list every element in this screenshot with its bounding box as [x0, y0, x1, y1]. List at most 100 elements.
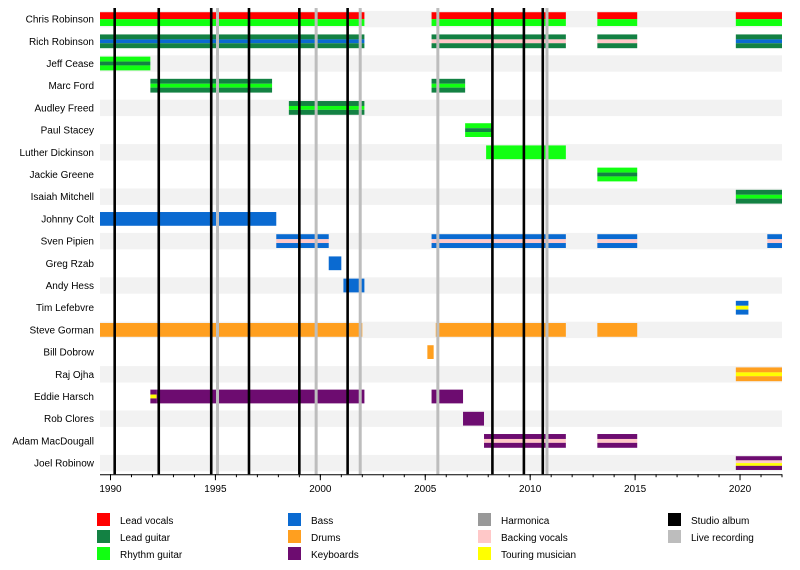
legend-label-touring: Touring musician: [501, 550, 576, 561]
legend-swatch-rhythm-guitar: [97, 547, 110, 560]
bar-chris-robinson-3-lead-vocals: [735, 12, 782, 20]
row-background-rob-clores: [100, 410, 782, 427]
bar-sven-pipien-3-bass: [767, 243, 782, 248]
legend-swatch-lead-guitar: [97, 530, 110, 543]
member-label-raj-ojha: Raj Ojha: [55, 370, 94, 381]
bar-sven-pipien-1-backing-vocals: [431, 239, 566, 244]
bar-isaiah-mitchell-0-lead-guitar: [735, 189, 782, 195]
bar-sven-pipien-1-bass: [431, 234, 566, 240]
bar-rich-robinson-3-lead-guitar: [735, 43, 782, 49]
bar-chris-robinson-2-lead-vocals: [597, 12, 638, 20]
row-background-audley-freed: [100, 99, 782, 117]
bar-eddie-harsch-0-touring: [150, 394, 157, 399]
bar-jackie-greene-0-rhythm-guitar: [597, 167, 638, 173]
member-label-johnny-colt: Johnny Colt: [41, 214, 94, 225]
legend-label-live: Live recording: [691, 533, 754, 544]
bar-greg-rzab-0-bass: [328, 256, 342, 271]
legend-swatch-touring: [478, 547, 491, 560]
member-label-paul-stacey: Paul Stacey: [41, 126, 94, 137]
member-label-audley-freed: Audley Freed: [35, 103, 94, 114]
bar-chris-robinson-2-rhythm-guitar: [597, 19, 638, 26]
bar-luther-dickinson-0-rhythm-guitar: [486, 145, 566, 160]
bar-sven-pipien-0-bass: [276, 234, 329, 240]
bar-joel-robinow-0-keyboards: [735, 456, 782, 461]
x-tick-label-2005: 2005: [414, 484, 437, 495]
member-labels: Chris Robinson Rich Robinson Jeff Cease Mar…: [12, 15, 94, 470]
bar-rich-robinson-3-lead-guitar: [735, 34, 782, 40]
member-label-rob-clores: Rob Clores: [44, 414, 94, 425]
bar-sven-pipien-1-bass: [431, 243, 566, 248]
bar-marc-ford-1-lead-guitar: [431, 87, 466, 93]
bar-rich-robinson-2-backing-vocals: [597, 39, 638, 44]
legend-swatch-studio: [668, 513, 681, 526]
legend-label-keyboards: Keyboards: [311, 550, 359, 561]
bar-raj-ojha-0-drums: [735, 367, 782, 373]
legend-swatch-lead-vocals: [97, 513, 110, 526]
bar-eddie-harsch-2-keyboards: [431, 389, 464, 404]
row-background-joel-robinow: [100, 454, 782, 472]
bar-audley-freed-0-rhythm-guitar: [288, 105, 365, 110]
x-tick-label-1995: 1995: [204, 484, 227, 495]
member-label-rich-robinson: Rich Robinson: [29, 37, 94, 48]
member-label-sven-pipien: Sven Pipien: [41, 237, 94, 248]
bar-rich-robinson-1-lead-guitar: [431, 34, 566, 40]
member-label-bill-dobrow: Bill Dobrow: [43, 348, 94, 359]
member-label-marc-ford: Marc Ford: [48, 81, 94, 92]
bar-audley-freed-0-lead-guitar: [288, 109, 365, 115]
bar-rich-robinson-2-lead-guitar: [597, 34, 638, 40]
legend-label-lead-vocals: Lead vocals: [120, 516, 173, 527]
member-label-adam-macdougall: Adam MacDougall: [12, 436, 94, 447]
legend-swatch-drums: [288, 530, 301, 543]
bar-adam-macdougall-1-backing-vocals: [597, 438, 638, 443]
row-background-jeff-cease: [100, 55, 782, 72]
member-label-jackie-greene: Jackie Greene: [30, 170, 95, 181]
bar-eddie-harsch-0-keyboards: [150, 398, 157, 404]
bar-sven-pipien-2-backing-vocals: [597, 239, 638, 244]
member-label-greg-rzab: Greg Rzab: [46, 259, 95, 270]
bar-rich-robinson-0-lead-guitar: [100, 34, 365, 40]
bar-johnny-colt-0-bass: [100, 212, 277, 226]
bar-jeff-cease-0-lead-guitar: [100, 61, 151, 66]
member-label-steve-gorman: Steve Gorman: [30, 325, 94, 336]
row-background-luther-dickinson: [100, 144, 782, 161]
legend-label-backing-vocals: Backing vocals: [501, 533, 568, 544]
bar-joel-robinow-0-keyboards: [735, 465, 782, 470]
legend: Lead vocals Lead guitar Rhythm guitar Bass D…: [97, 513, 754, 561]
legend-swatch-backing-vocals: [478, 530, 491, 543]
bar-sven-pipien-2-bass: [597, 243, 638, 248]
bar-raj-ojha-0-drums: [735, 376, 782, 382]
legend-label-rhythm-guitar: Rhythm guitar: [120, 550, 183, 561]
album-lines: [113, 8, 549, 475]
bar-chris-robinson-0-lead-vocals: [100, 12, 365, 20]
bar-marc-ford-1-rhythm-guitar: [431, 83, 466, 88]
bar-chris-robinson-1-lead-vocals: [431, 12, 566, 20]
bar-rob-clores-0-keyboards: [463, 411, 485, 426]
legend-label-studio: Studio album: [691, 516, 749, 527]
x-tick-label-2015: 2015: [624, 484, 647, 495]
member-label-joel-robinow: Joel Robinow: [34, 459, 95, 470]
bar-raj-ojha-0-touring: [735, 372, 782, 377]
bar-rich-robinson-3-bass: [735, 39, 782, 44]
bar-chris-robinson-0-rhythm-guitar: [100, 19, 365, 26]
x-axis: 1990 1995 2000 2005 2010 2015 2020: [99, 474, 783, 495]
member-label-isaiah-mitchell: Isaiah Mitchell: [31, 192, 94, 203]
bar-joel-robinow-0-touring: [735, 463, 782, 466]
bar-tim-lefebvre-0-bass: [735, 300, 749, 306]
bar-rich-robinson-1-backing-vocals: [431, 39, 566, 44]
row-background-andy-hess: [100, 277, 782, 294]
legend-label-lead-guitar: Lead guitar: [120, 533, 171, 544]
member-label-luther-dickinson: Luther Dickinson: [20, 148, 94, 159]
legend-swatch-keyboards: [288, 547, 301, 560]
x-tick-label-1990: 1990: [99, 484, 122, 495]
bar-audley-freed-0-lead-guitar: [288, 101, 365, 106]
bar-steve-gorman-0-drums: [100, 323, 363, 337]
member-label-chris-robinson: Chris Robinson: [26, 15, 94, 26]
bar-sven-pipien-0-backing-vocals: [276, 239, 329, 244]
bar-tim-lefebvre-0-touring: [735, 305, 749, 310]
bar-steve-gorman-2-drums: [597, 323, 638, 337]
bar-chris-robinson-1-rhythm-guitar: [431, 19, 566, 26]
row-background-raj-ojha: [100, 366, 782, 383]
bar-sven-pipien-0-bass: [276, 243, 329, 248]
legend-swatch-live: [668, 530, 681, 543]
